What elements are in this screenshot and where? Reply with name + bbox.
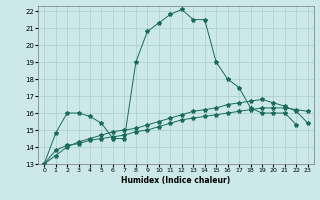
X-axis label: Humidex (Indice chaleur): Humidex (Indice chaleur)	[121, 176, 231, 185]
